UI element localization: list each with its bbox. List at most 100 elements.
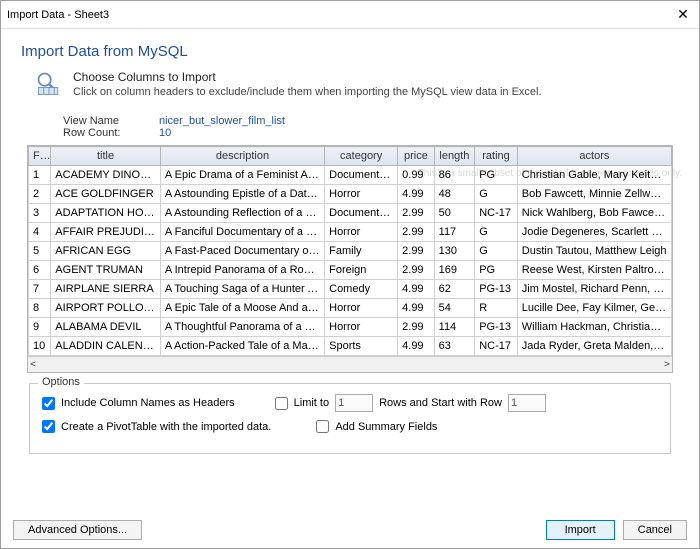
table-cell: PG-13 [475,318,518,337]
create-pivot-input[interactable] [42,420,55,433]
table-cell: Sports [325,337,398,356]
table-cell: G [475,242,518,261]
table-cell: AFRICAN EGG [51,242,161,261]
table-cell: 1 [29,166,51,185]
table-cell: 114 [434,318,475,337]
create-pivot-checkbox[interactable]: Create a PivotTable with the imported da… [42,420,271,433]
table-row[interactable]: 10ALADDIN CALENDARA Action-Packed Tale o… [29,337,672,356]
col-header[interactable]: length [434,147,475,166]
col-header[interactable]: category [325,147,398,166]
add-summary-checkbox[interactable]: Add Summary Fields [316,420,437,433]
table-cell: 50 [434,204,475,223]
table-cell: Horror [325,299,398,318]
table-cell: 4.99 [398,280,435,299]
include-headers-input[interactable] [42,397,55,410]
table-cell: ACADEMY DINOSAUR [51,166,161,185]
dialog-content: Import Data from MySQL Choose Columns to… [1,29,699,512]
add-summary-input[interactable] [316,420,329,433]
table-cell: 2.99 [398,242,435,261]
intro-text: Choose Columns to Import Click on column… [73,70,542,98]
horizontal-scrollbar[interactable]: <> [28,356,672,372]
table-cell: 54 [434,299,475,318]
intro-section: Choose Columns to Import Click on column… [35,70,685,101]
table-cell: A Astounding Epistle of a Database A... [160,185,324,204]
intro-title: Choose Columns to Import [73,70,542,84]
table-cell: 2.99 [398,261,435,280]
table-cell: PG-13 [475,280,518,299]
limit-to-checkbox[interactable]: Limit to [275,397,329,410]
table-cell: Jada Ryder, Greta Malden, Roc [517,337,671,356]
table-cell: Horror [325,185,398,204]
table-header-row: FI... title description category price l… [29,147,672,166]
table-cell: Reese West, Kirsten Paltrow, S [517,261,671,280]
rows-start-label: Rows and Start with Row [379,397,502,409]
table-cell: 9 [29,318,51,337]
table-cell: A Action-Packed Tale of a Man And a ... [160,337,324,356]
table-cell: 2.99 [398,318,435,337]
create-pivot-label: Create a PivotTable with the imported da… [61,421,271,433]
col-header[interactable]: rating [475,147,518,166]
include-headers-checkbox[interactable]: Include Column Names as Headers [42,397,235,410]
limit-value-input[interactable] [335,394,373,412]
cancel-button[interactable]: Cancel [623,520,687,540]
include-headers-label: Include Column Names as Headers [61,397,235,409]
table-row[interactable]: 9ALABAMA DEVILA Thoughtful Panorama of a… [29,318,672,337]
dialog-footer: Advanced Options... Import Cancel [1,512,699,548]
table-cell: Family [325,242,398,261]
table-cell: ACE GOLDFINGER [51,185,161,204]
table-cell: Jodie Degeneres, Scarlett Dam [517,223,671,242]
table-row[interactable]: 7AIRPLANE SIERRAA Touching Saga of a Hun… [29,280,672,299]
table-cell: AFFAIR PREJUDICE [51,223,161,242]
view-name-label: View Name [63,115,135,127]
table-cell: 5 [29,242,51,261]
col-header[interactable]: FI... [29,147,51,166]
options-legend: Options [38,376,84,388]
table-cell: G [475,223,518,242]
table-cell: 3 [29,204,51,223]
col-header[interactable]: description [160,147,324,166]
table-row[interactable]: 1ACADEMY DINOSAURA Epic Drama of a Femin… [29,166,672,185]
import-button[interactable]: Import [546,520,615,540]
table-cell: 86 [434,166,475,185]
table-cell: Documentary [325,166,398,185]
row-count-label: Row Count: [63,127,135,139]
table-cell: A Thoughtful Panorama of a Database... [160,318,324,337]
table-cell: 130 [434,242,475,261]
table-row[interactable]: 5AFRICAN EGGA Fast-Paced Documentary of … [29,242,672,261]
table-row[interactable]: 6AGENT TRUMANA Intrepid Panorama of a Ro… [29,261,672,280]
table-cell: 4.99 [398,337,435,356]
table-cell: Comedy [325,280,398,299]
preview-table: FI... title description category price l… [28,146,672,356]
table-cell: PG [475,261,518,280]
advanced-options-button[interactable]: Advanced Options... [13,520,142,540]
table-cell: Horror [325,318,398,337]
col-header[interactable]: price [398,147,435,166]
col-header[interactable]: actors [517,147,671,166]
close-icon[interactable]: ✕ [673,6,693,23]
add-summary-label: Add Summary Fields [335,421,437,433]
meta-section: View Name nicer_but_slower_film_list Row… [63,115,685,139]
columns-icon [35,70,63,101]
table-cell: Lucille Dee, Fay Kilmer, Gene W [517,299,671,318]
table-row[interactable]: 4AFFAIR PREJUDICEA Fanciful Documentary … [29,223,672,242]
limit-to-input[interactable] [275,397,288,410]
table-row[interactable]: 3ADAPTATION HOLESA Astounding Reflection… [29,204,672,223]
rows-start-input[interactable] [508,394,546,412]
table-cell: NC-17 [475,337,518,356]
preview-table-wrap: FI... title description category price l… [27,145,673,373]
table-cell: 4.99 [398,299,435,318]
intro-desc: Click on column headers to exclude/inclu… [73,86,542,98]
table-cell: PG [475,166,518,185]
col-header[interactable]: title [51,147,161,166]
table-cell: Jim Mostel, Richard Penn, Opr [517,280,671,299]
table-cell: Documentary [325,204,398,223]
page-heading: Import Data from MySQL [21,43,685,60]
table-cell: 63 [434,337,475,356]
table-row[interactable]: 2ACE GOLDFINGERA Astounding Epistle of a… [29,185,672,204]
table-row[interactable]: 8AIRPORT POLLOCKA Epic Tale of a Moose A… [29,299,672,318]
table-cell: 4 [29,223,51,242]
table-cell: ALABAMA DEVIL [51,318,161,337]
options-group: Options Include Column Names as Headers … [29,383,671,454]
table-cell: 2.99 [398,223,435,242]
table-cell: 2.99 [398,204,435,223]
